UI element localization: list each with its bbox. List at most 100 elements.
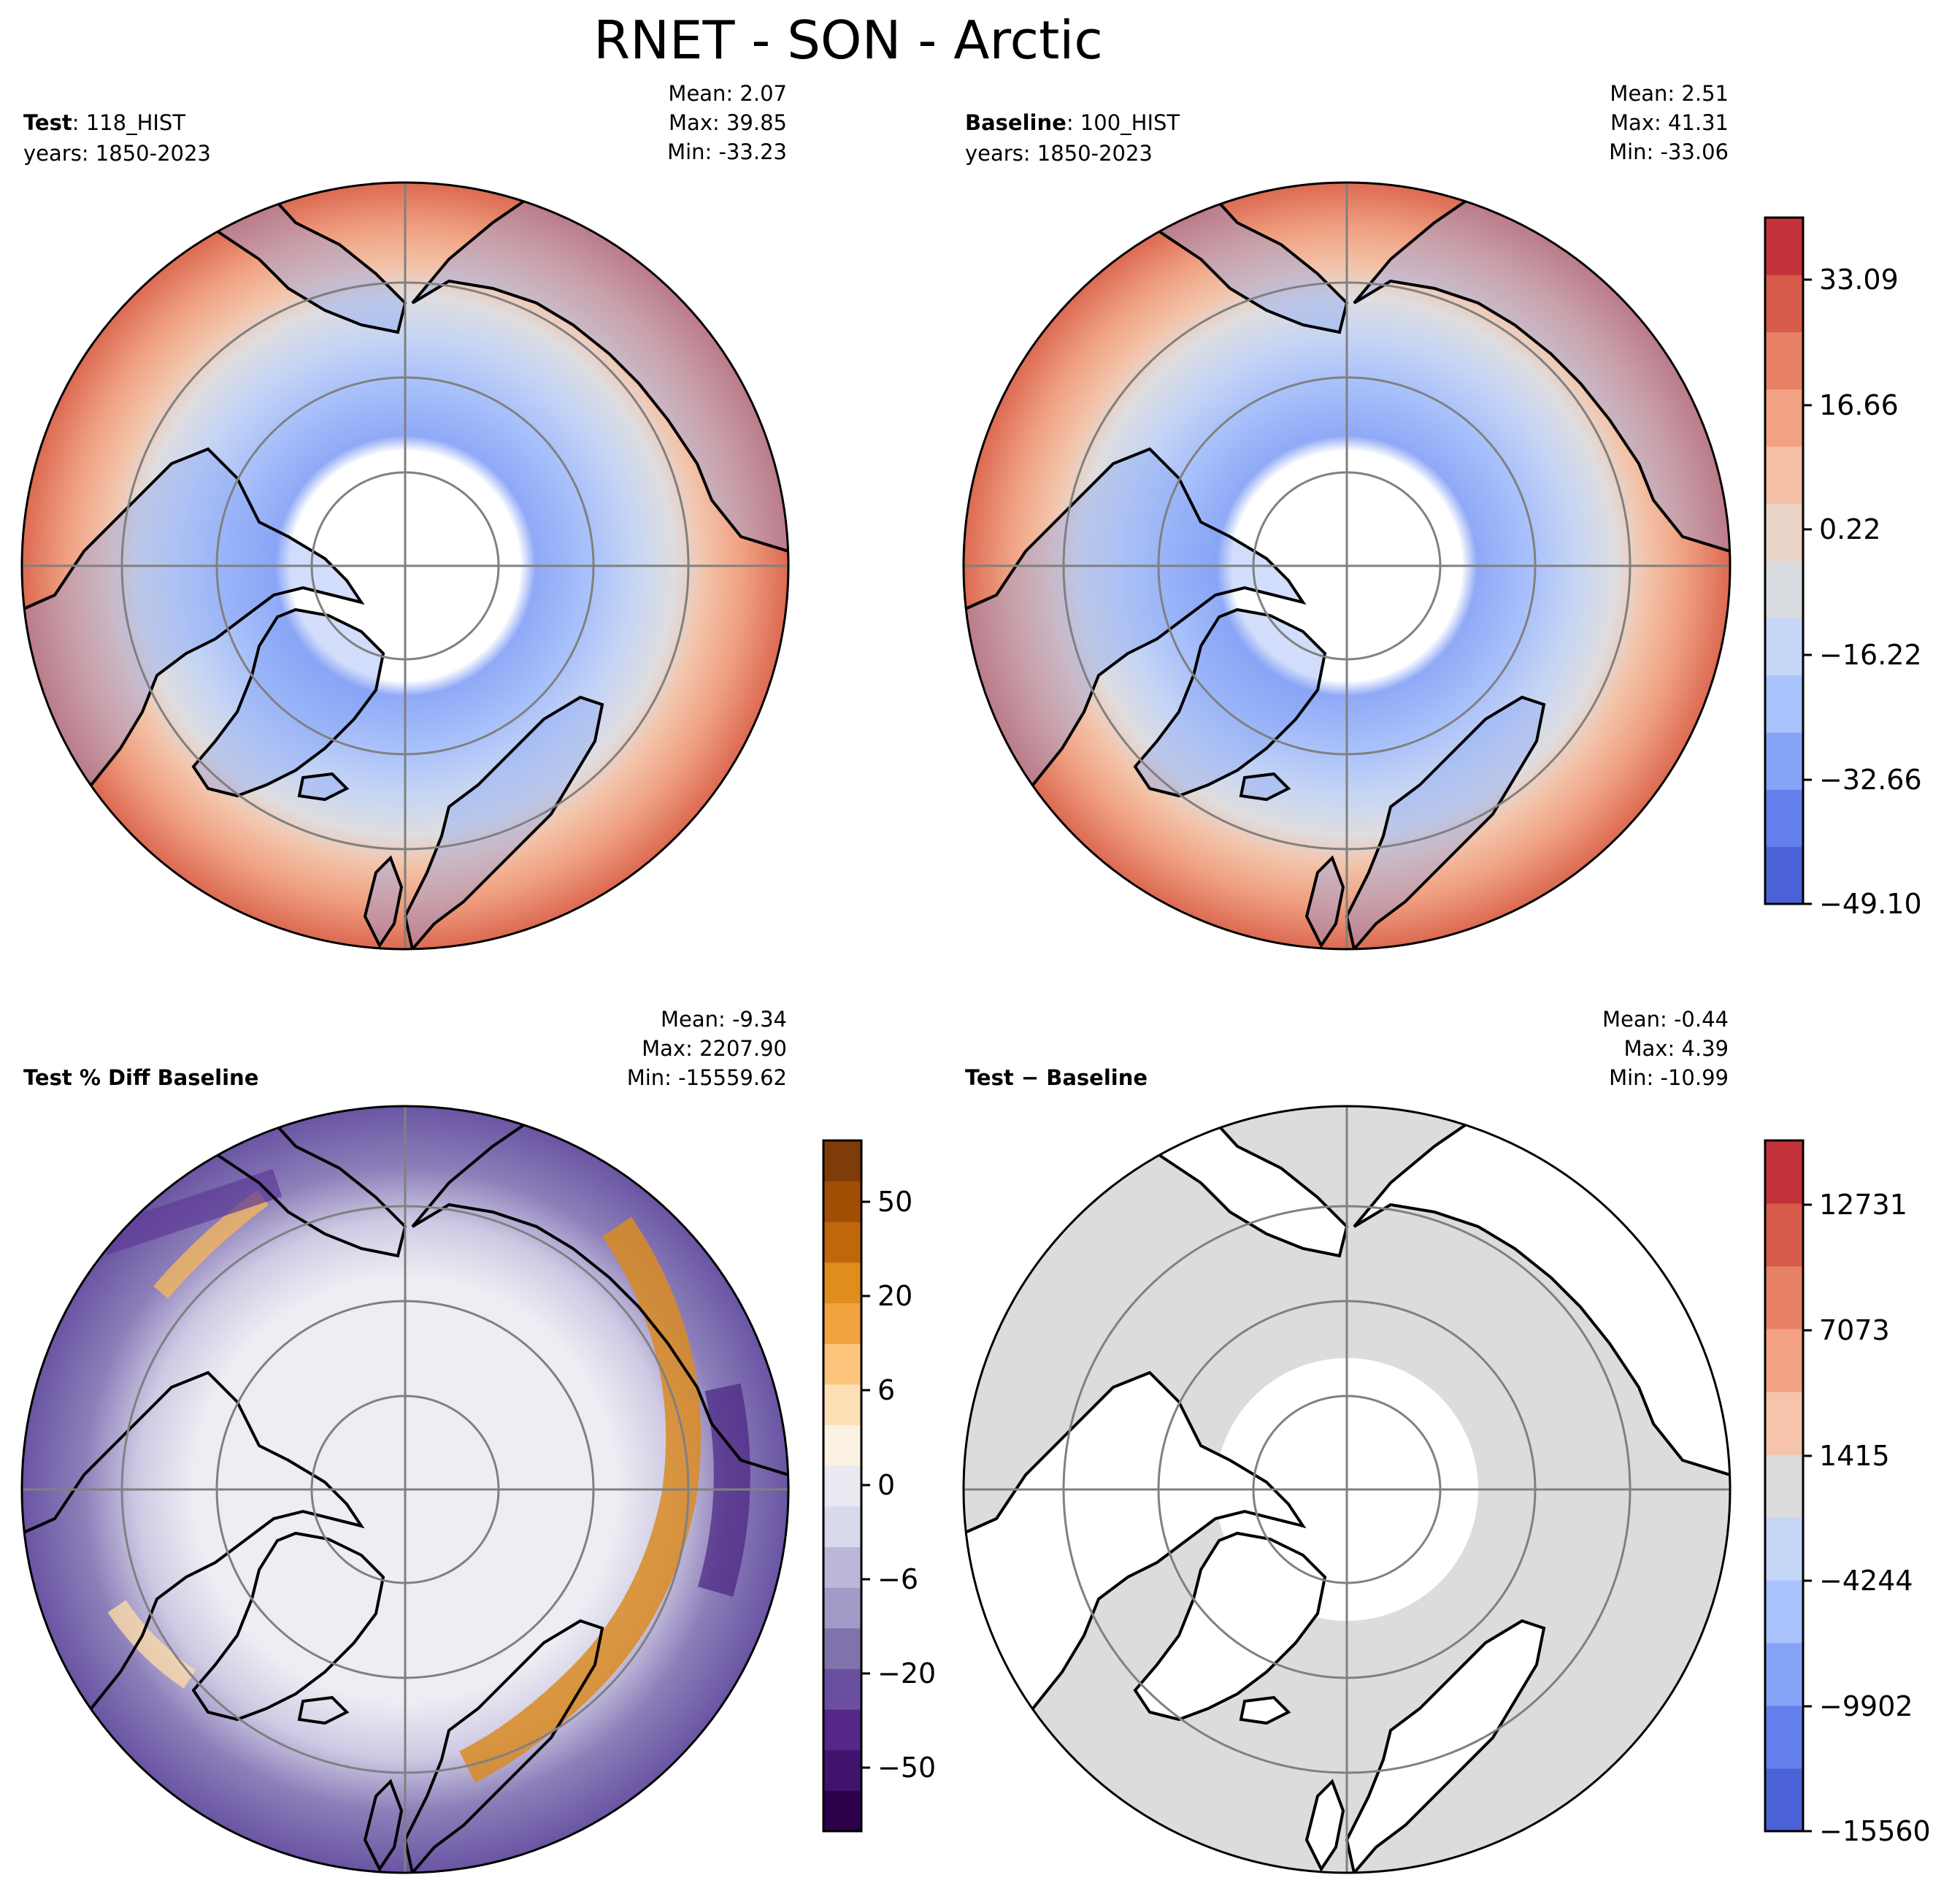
colorbar-pct-segment <box>823 1790 861 1832</box>
colorbar-pct-segment <box>823 1465 861 1507</box>
colorbar-diff-tick-label: −4244 <box>1819 1565 1913 1597</box>
colorbar-pct-segment <box>823 1749 861 1791</box>
colorbar-main-tick-label: 16.66 <box>1819 389 1899 421</box>
colorbar-pct-segment <box>823 1181 861 1222</box>
colorbar-pct-segment <box>823 1424 861 1466</box>
colorbar-main-segment <box>1765 561 1803 618</box>
pct-diff-max: Max: 2207.90 <box>642 1036 787 1061</box>
colorbar-diff-segment <box>1765 1203 1803 1267</box>
colorbar-diff-frame <box>1764 1139 1805 1833</box>
test-max: Max: 39.85 <box>669 110 787 135</box>
colorbar-pct-tick-label: 6 <box>877 1374 895 1406</box>
colorbar-diff-segment <box>1765 1768 1803 1832</box>
colorbar-diff-segment <box>1765 1643 1803 1706</box>
colorbar-main-segment <box>1765 389 1803 447</box>
colorbar-pct-segment <box>823 1668 861 1710</box>
colorbar-main-frame <box>1764 216 1805 905</box>
colorbar-pct-segment <box>823 1587 861 1629</box>
colorbar-diff-segment <box>1765 1392 1803 1455</box>
pct-diff-min: Min: -15559.62 <box>627 1065 787 1090</box>
colorbar-main-segment <box>1765 275 1803 333</box>
panel-diff: Test − Baseline Mean: -0.44 Max: 4.39 Mi… <box>962 1007 1732 1874</box>
colorbar-pct-segment <box>823 1546 861 1588</box>
test-label: Test: 118_HIST <box>23 110 185 135</box>
baseline-map <box>964 183 1730 949</box>
colorbar-main-tick-label: −32.66 <box>1819 764 1922 796</box>
colorbar-pct-segment <box>823 1343 861 1385</box>
colorbar-main-segment <box>1765 218 1803 275</box>
colorbar-main-segment <box>1765 503 1803 561</box>
test-label-rest: : 118_HIST <box>72 110 186 135</box>
test-map-border <box>20 181 790 951</box>
baseline-years: years: 1850-2023 <box>965 141 1153 166</box>
baseline-label-bold: Baseline <box>965 110 1067 135</box>
colorbar-diff-segment <box>1765 1517 1803 1581</box>
diff-label: Test − Baseline <box>965 1065 1148 1090</box>
baseline-label-rest: : 100_HIST <box>1067 110 1180 135</box>
test-mean: Mean: 2.07 <box>668 81 787 106</box>
colorbar-pct-tick-label: −50 <box>877 1752 936 1784</box>
colorbar-diff-tick-label: 7073 <box>1819 1314 1890 1346</box>
baseline-max: Max: 41.31 <box>1610 110 1729 135</box>
colorbar-pct-tick-label: −20 <box>877 1657 936 1690</box>
colorbar-diff-segment <box>1765 1140 1803 1204</box>
baseline-mean: Mean: 2.51 <box>1610 81 1729 106</box>
colorbar-main-tick-label: 33.09 <box>1819 264 1899 296</box>
pct-diff-mean: Mean: -9.34 <box>661 1007 787 1032</box>
colorbar-main-segment <box>1765 331 1803 390</box>
pct-diff-map-border <box>20 1105 790 1874</box>
colorbar-main-segment <box>1765 446 1803 505</box>
colorbar-pct-segment <box>823 1222 861 1263</box>
colorbar-pct-segment <box>823 1627 861 1669</box>
panel-test: Test: 118_HIST years: 1850-2023 Mean: 2.… <box>20 81 790 951</box>
figure-title: RNET - SON - Arctic <box>593 9 1103 71</box>
colorbar-diff-tick-label: 12731 <box>1819 1189 1907 1221</box>
colorbar-diff-segment <box>1765 1454 1803 1518</box>
colorbar-pct-tick-label: 50 <box>877 1186 912 1218</box>
diff-min: Min: -10.99 <box>1609 1065 1729 1090</box>
colorbar-main-segment <box>1765 675 1803 733</box>
baseline-label: Baseline: 100_HIST <box>965 110 1180 135</box>
colorbar-main: 33.09 16.66 0.22 −16.22 −32.66 −49.10 <box>1764 216 1922 920</box>
diff-mean: Mean: -0.44 <box>1602 1007 1729 1032</box>
colorbar-pct-segment <box>823 1384 861 1426</box>
colorbar-diff: 12731 7073 1415 −4244 −9902 −15560 <box>1764 1139 1931 1847</box>
test-years: years: 1850-2023 <box>23 141 211 166</box>
colorbar-main-segment <box>1765 618 1803 676</box>
colorbar-pct-tick-label: −6 <box>877 1563 918 1595</box>
colorbar-diff-segment <box>1765 1266 1803 1330</box>
diff-map-border <box>962 1105 1732 1874</box>
test-label-bold: Test <box>23 110 72 135</box>
test-map <box>22 183 788 949</box>
colorbar-pct-tick-label: 0 <box>877 1469 895 1501</box>
colorbar-diff-tick-label: −9902 <box>1819 1690 1913 1722</box>
colorbar-diff-tick-label: −15560 <box>1819 1815 1931 1847</box>
panel-pct-diff: Test % Diff Baseline Mean: -9.34 Max: 22… <box>20 1007 790 1874</box>
pct-diff-label: Test % Diff Baseline <box>23 1065 258 1090</box>
colorbar-main-segment <box>1765 789 1803 848</box>
diff-max: Max: 4.39 <box>1623 1036 1729 1061</box>
colorbar-pct-segment <box>823 1709 861 1751</box>
baseline-min: Min: -33.06 <box>1609 139 1729 164</box>
colorbar-pct-segment <box>823 1303 861 1344</box>
colorbar-diff-segment <box>1765 1580 1803 1644</box>
colorbar-pct-segment <box>823 1262 861 1304</box>
colorbar-main-tick-label: −49.10 <box>1819 888 1922 920</box>
colorbar-pct-segment <box>823 1506 861 1547</box>
test-min: Min: -33.23 <box>667 139 787 164</box>
colorbar-pct-segment <box>823 1140 861 1182</box>
colorbar-main-tick-label: 0.22 <box>1819 513 1881 545</box>
colorbar-pct: 50 20 6 0 −6 −20 −50 <box>822 1139 936 1833</box>
colorbar-diff-segment <box>1765 1706 1803 1769</box>
colorbar-diff-tick-label: 1415 <box>1819 1440 1890 1472</box>
colorbar-main-segment <box>1765 732 1803 790</box>
pct-diff-map <box>22 1106 788 1873</box>
colorbar-main-tick-label: −16.22 <box>1819 639 1922 671</box>
baseline-map-border <box>962 181 1732 951</box>
diff-map <box>964 1106 1730 1873</box>
colorbar-main-segment <box>1765 846 1803 905</box>
colorbar-pct-tick-label: 20 <box>877 1280 912 1312</box>
colorbar-diff-segment <box>1765 1329 1803 1392</box>
panel-baseline: Baseline: 100_HIST years: 1850-2023 Mean… <box>962 81 1732 951</box>
